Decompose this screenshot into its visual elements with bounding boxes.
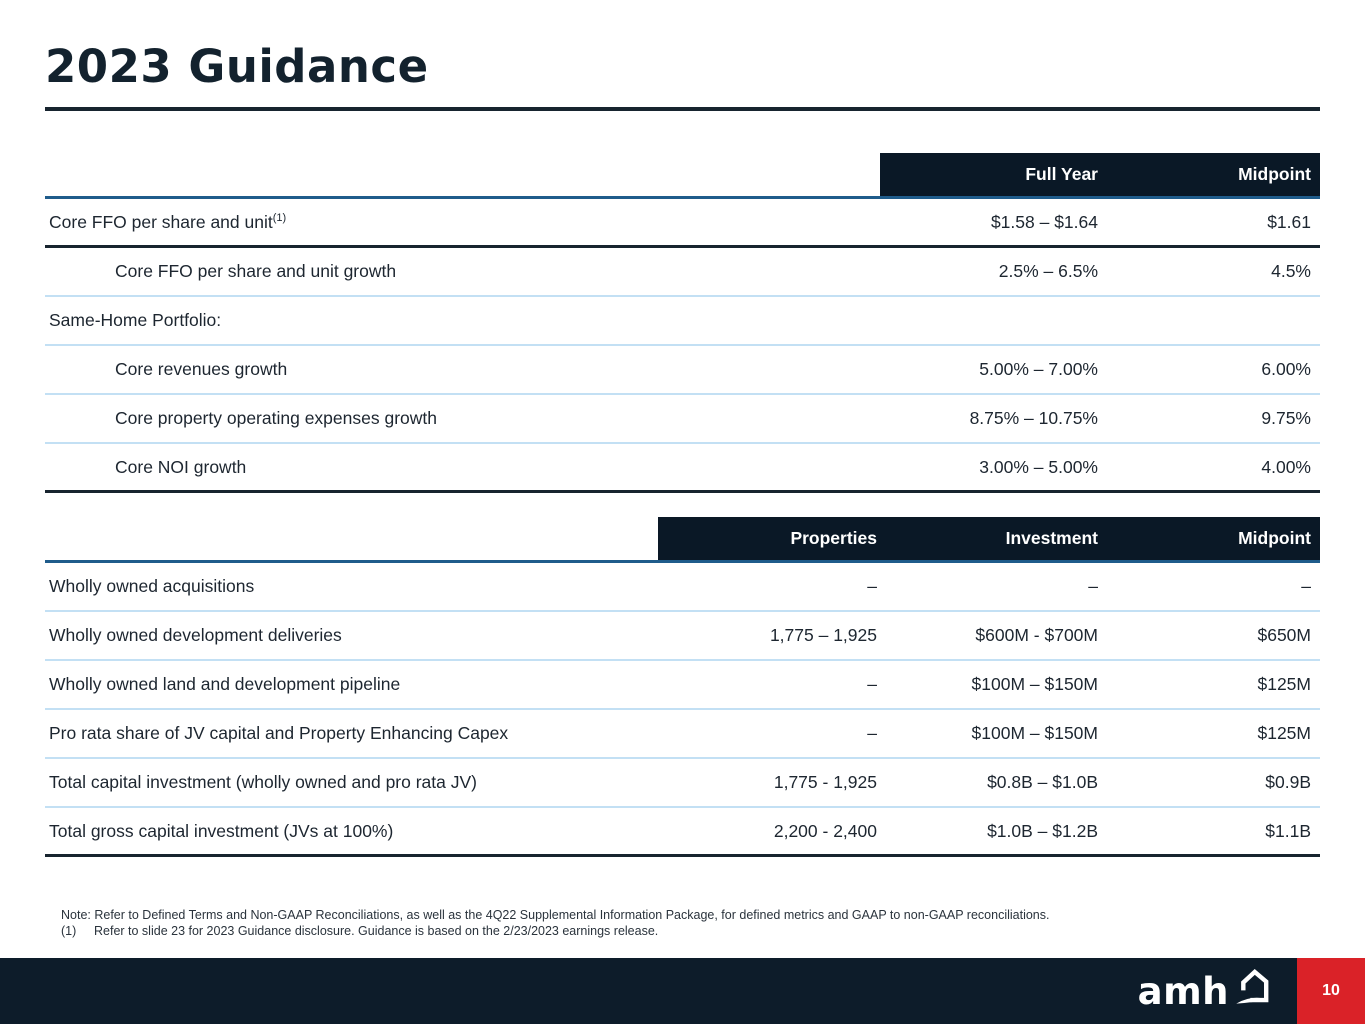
midpoint-value: $650M [1257, 625, 1311, 645]
table1-header-row: Full Year Midpoint [45, 153, 1320, 199]
full-year-value: 8.75% – 10.75% [969, 408, 1098, 428]
row-label: Core NOI growth [115, 456, 247, 477]
row-label: Core property operating expenses growth [115, 408, 437, 428]
table-row: Wholly owned development deliveries 1,77… [45, 612, 1320, 661]
table2-header-row: Properties Investment Midpoint [45, 517, 1320, 563]
page-number: 10 [1322, 982, 1340, 999]
footnote-ref: (1) [272, 211, 287, 224]
full-year-value: 3.00% – 5.00% [979, 456, 1098, 477]
midpoint-value: 6.00% [1261, 359, 1311, 379]
table-row: Pro rata share of JV capital and Propert… [45, 710, 1320, 759]
table-row: Total capital investment (wholly owned a… [45, 759, 1320, 808]
page-title: 2023 Guidance [45, 40, 429, 93]
table-row: Core FFO per share and unit growth 2.5% … [45, 248, 1320, 297]
row-label: Wholly owned acquisitions [49, 576, 255, 596]
table2-header-properties: Properties [658, 517, 877, 560]
properties-value: 1,775 - 1,925 [773, 772, 877, 792]
investment-value: $600M - $700M [975, 625, 1098, 645]
midpoint-value: 4.00% [1261, 456, 1311, 477]
row-label: Pro rata share of JV capital and Propert… [49, 723, 509, 743]
footnote-text: Refer to slide 23 for 2023 Guidance disc… [94, 924, 659, 938]
row-label: Core revenues growth [115, 359, 288, 379]
table-row: Core NOI growth 3.00% – 5.00% 4.00% [45, 444, 1320, 493]
row-label: Same-Home Portfolio: [49, 310, 222, 330]
investment-value: $1.0B – $1.2B [987, 820, 1098, 841]
midpoint-value: $1.1B [1265, 820, 1311, 841]
amh-logo: amh [1137, 968, 1275, 1013]
row-label-text: Core FFO per share and unit [49, 211, 273, 232]
full-year-value: 2.5% – 6.5% [998, 261, 1098, 281]
row-label: Total capital investment (wholly owned a… [49, 772, 477, 792]
table2-header-investment: Investment [877, 517, 1098, 560]
midpoint-value: – [1301, 576, 1311, 596]
table-row: Total gross capital investment (JVs at 1… [45, 808, 1320, 857]
footnote-line: (1) Refer to slide 23 for 2023 Guidance … [61, 923, 1320, 939]
footer-bar: amh 10 [0, 958, 1365, 1024]
row-label: Core FFO per share and unit(1) [45, 212, 880, 233]
table-row: Core FFO per share and unit(1) $1.58 – $… [45, 199, 1320, 248]
midpoint-value: 4.5% [1271, 261, 1311, 281]
investment-value: $100M – $150M [971, 674, 1098, 694]
table-row: Wholly owned land and development pipeli… [45, 661, 1320, 710]
properties-value: – [867, 576, 877, 596]
midpoint-value: 9.75% [1261, 408, 1311, 428]
house-icon [1231, 964, 1275, 1013]
note-text: Note: Refer to Defined Terms and Non-GAA… [61, 908, 1050, 922]
guidance-table-investment: Properties Investment Midpoint Wholly ow… [45, 517, 1320, 857]
properties-value: 1,775 – 1,925 [769, 625, 877, 645]
midpoint-value: $125M [1257, 723, 1311, 743]
guidance-table-full-year: Full Year Midpoint Core FFO per share an… [45, 153, 1320, 493]
amh-logo-text: amh [1137, 969, 1229, 1013]
full-year-value: $1.58 – $1.64 [990, 211, 1098, 232]
row-label: Core FFO per share and unit growth [115, 261, 397, 281]
notes-block: Note: Refer to Defined Terms and Non-GAA… [45, 907, 1320, 939]
investment-value: – [1088, 576, 1098, 596]
table-row: Wholly owned acquisitions – – – [45, 563, 1320, 612]
full-year-value: 5.00% – 7.00% [979, 359, 1098, 379]
table1-header-full-year: Full Year [880, 153, 1098, 196]
properties-value: 2,200 - 2,400 [773, 820, 877, 841]
table2-header-midpoint: Midpoint [1098, 517, 1320, 560]
midpoint-value: $0.9B [1265, 772, 1311, 792]
midpoint-value: $1.61 [1267, 211, 1311, 232]
properties-value: – [867, 723, 877, 743]
row-label: Wholly owned development deliveries [49, 625, 342, 645]
table1-header-midpoint: Midpoint [1098, 153, 1320, 196]
properties-value: – [867, 674, 877, 694]
table-row: Same-Home Portfolio: [45, 297, 1320, 346]
investment-value: $0.8B – $1.0B [987, 772, 1098, 792]
page-number-box: 10 [1297, 958, 1365, 1024]
table-row: Core revenues growth 5.00% – 7.00% 6.00% [45, 346, 1320, 395]
row-label: Total gross capital investment (JVs at 1… [49, 820, 394, 841]
row-label: Wholly owned land and development pipeli… [49, 674, 401, 694]
table-row: Core property operating expenses growth … [45, 395, 1320, 444]
midpoint-value: $125M [1257, 674, 1311, 694]
footnote-marker: (1) [61, 924, 77, 938]
title-divider [45, 107, 1320, 111]
investment-value: $100M – $150M [971, 723, 1098, 743]
